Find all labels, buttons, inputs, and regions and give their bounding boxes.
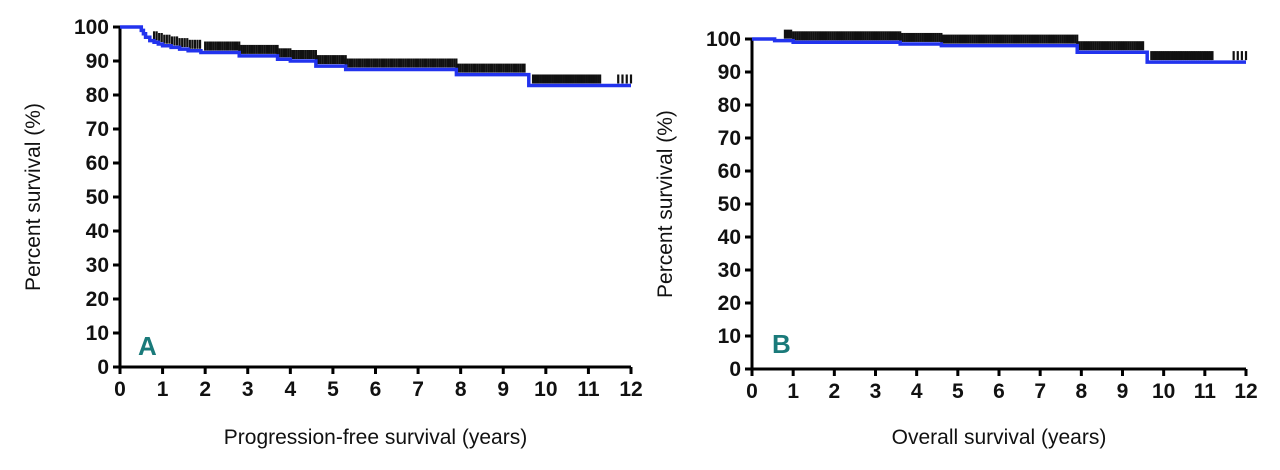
y-tick-label: 0 (97, 356, 109, 379)
y-tick-label: 30 (86, 254, 109, 277)
y-axis-title: Percent survival (%) (22, 103, 45, 291)
y-tick-label: 20 (86, 288, 109, 311)
x-tick-label: 6 (993, 380, 1005, 403)
panel-letter: B (772, 329, 791, 359)
y-axis-title: Percent survival (%) (654, 110, 677, 298)
x-axis-title: Overall survival (years) (892, 426, 1107, 449)
x-tick-label: 0 (746, 380, 758, 403)
x-axis-title: Progression-free survival (years) (224, 426, 527, 449)
x-tick-label: 12 (619, 378, 642, 401)
y-tick-label: 40 (718, 226, 741, 249)
x-tick-label: 9 (1117, 380, 1129, 403)
y-tick-label: 80 (718, 94, 741, 117)
x-tick-label: 10 (1152, 380, 1175, 403)
y-tick-label: 80 (86, 84, 109, 107)
x-tick-label: 4 (284, 378, 296, 401)
panel-letter: A (138, 331, 157, 361)
x-tick-label: 3 (870, 380, 882, 403)
survival-curve (752, 37, 1246, 64)
y-tick-label: 60 (86, 152, 109, 175)
y-tick-label: 10 (86, 322, 109, 345)
y-tick-label: 100 (74, 16, 109, 39)
y-tick-label: 30 (718, 259, 741, 282)
x-tick-label: 7 (412, 378, 424, 401)
x-tick-label: 12 (1234, 380, 1257, 403)
y-tick-label: 60 (718, 160, 741, 183)
y-tick-label: 50 (718, 193, 741, 216)
y-tick-label: 90 (718, 61, 741, 84)
x-tick-label: 8 (1075, 380, 1087, 403)
y-tick-label: 50 (86, 186, 109, 209)
censor-marks (152, 31, 633, 84)
x-tick-label: 11 (577, 378, 600, 401)
y-tick-label: 0 (729, 358, 741, 381)
censor-marks (783, 29, 1248, 61)
x-tick-label: 4 (911, 380, 923, 403)
x-tick-label: 5 (327, 378, 339, 401)
survival-curve (120, 25, 631, 88)
x-tick-label: 1 (787, 380, 799, 403)
y-tick-label: 20 (718, 292, 741, 315)
y-tick-label: 70 (86, 118, 109, 141)
x-tick-label: 0 (114, 378, 126, 401)
x-tick-label: 8 (455, 378, 467, 401)
x-tick-label: 9 (497, 378, 509, 401)
y-tick-label: 100 (706, 28, 741, 51)
x-tick-label: 10 (534, 378, 557, 401)
x-tick-label: 5 (952, 380, 964, 403)
x-tick-label: 2 (199, 378, 211, 401)
x-tick-label: 3 (242, 378, 254, 401)
y-tick-label: 40 (86, 220, 109, 243)
x-tick-label: 1 (157, 378, 169, 401)
y-tick-label: 70 (718, 127, 741, 150)
y-tick-label: 10 (718, 325, 741, 348)
x-tick-label: 11 (1194, 380, 1217, 403)
x-tick-label: 7 (1034, 380, 1046, 403)
y-tick-label: 90 (86, 50, 109, 73)
x-tick-label: 6 (370, 378, 382, 401)
x-tick-label: 2 (828, 380, 840, 403)
